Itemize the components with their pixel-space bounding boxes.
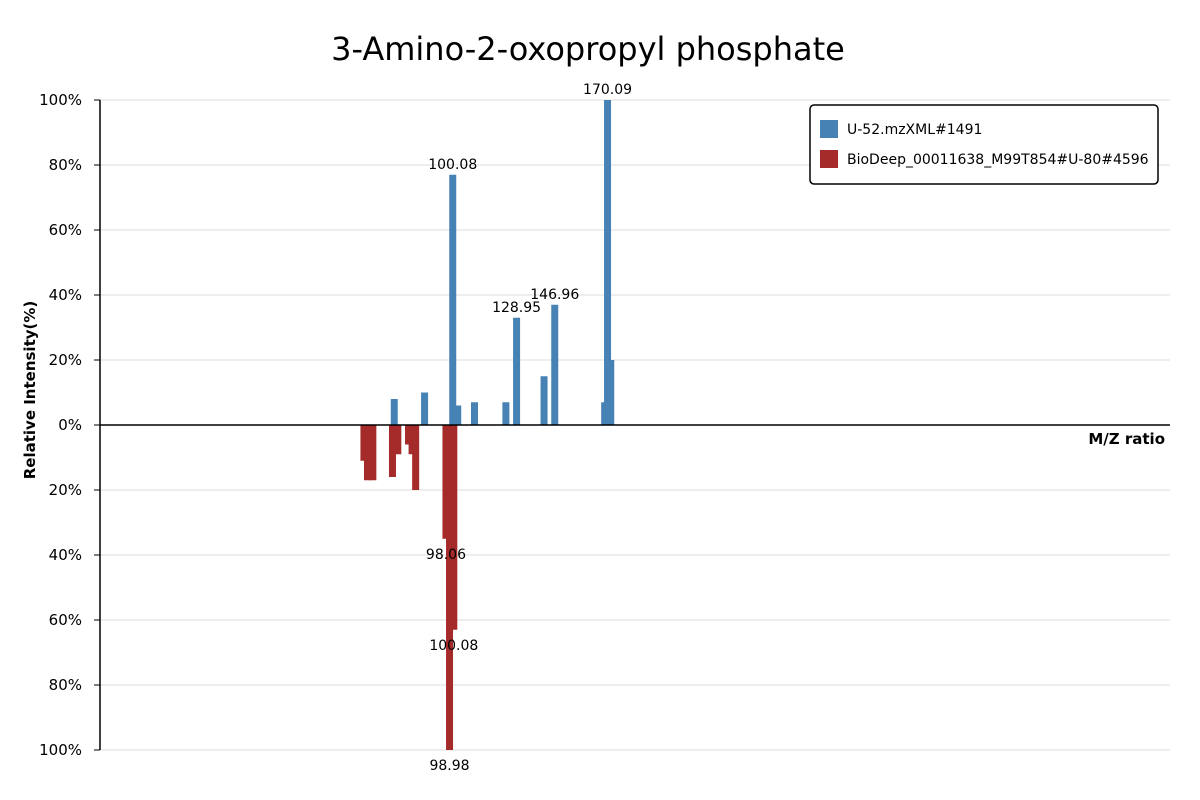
legend-swatch-reference xyxy=(820,150,838,168)
y-tick-label: 100% xyxy=(39,741,82,759)
y-tick-label: 80% xyxy=(49,676,82,694)
legend: U-52.mzXML#1491 BioDeep_00011638_M99T854… xyxy=(809,104,1159,185)
peak-label: 98.98 xyxy=(429,758,469,774)
y-tick-label: 60% xyxy=(49,611,82,629)
y-tick-label: 20% xyxy=(49,351,82,369)
reference-peak-bar xyxy=(369,425,377,481)
x-axis-label: M/Z ratio xyxy=(1088,430,1165,448)
y-tick-label: 40% xyxy=(49,286,82,304)
y-tick-label: 60% xyxy=(49,221,82,239)
peak-label: 100.08 xyxy=(429,638,478,654)
query-peak-bar xyxy=(454,405,462,425)
legend-box xyxy=(809,104,1159,185)
query-peak-bar xyxy=(449,174,457,425)
reference-peak-bar xyxy=(394,425,402,455)
reference-peak-bar xyxy=(446,425,454,750)
y-tick-label: 80% xyxy=(49,156,82,174)
query-peak-bar xyxy=(513,317,521,425)
reference-peak-bar xyxy=(360,425,368,461)
query-peak-bar xyxy=(471,402,478,425)
y-tick-labels: 100% 80% 60% 40% 20% 0% 20% 40% 60% 80% 100% xyxy=(39,91,100,759)
peak-label: 98.06 xyxy=(426,547,466,563)
peak-label: 128.95 xyxy=(492,300,541,316)
axes xyxy=(99,100,1170,750)
reference-peak-bar xyxy=(412,425,420,490)
legend-label-query: U-52.mzXML#1491 xyxy=(847,122,982,138)
peak-label: 170.09 xyxy=(583,82,632,98)
reference-peak-bar xyxy=(364,425,371,481)
reference-peak-bar xyxy=(405,425,413,445)
query-peak-bar xyxy=(551,304,559,425)
query-peak-bar xyxy=(390,399,398,425)
query-peak-bar xyxy=(421,392,429,425)
query-peak-bar xyxy=(604,100,612,425)
chart-title: 3-Amino-2-oxopropyl phosphate xyxy=(331,30,845,68)
query-peak-bar xyxy=(502,402,510,425)
query-spectrum-bars xyxy=(390,100,615,425)
y-tick-label: 0% xyxy=(58,416,82,434)
reference-spectrum-bars xyxy=(360,425,458,750)
peak-label: 146.96 xyxy=(530,287,579,303)
reference-peak-bar xyxy=(442,425,450,539)
reference-peak-bar xyxy=(450,425,458,630)
y-tick-label: 20% xyxy=(49,481,82,499)
y-tick-label: 40% xyxy=(49,546,82,564)
query-peak-bar xyxy=(607,360,615,425)
query-peak-bar xyxy=(540,376,548,425)
reference-peak-bar xyxy=(408,425,416,455)
y-tick-label: 100% xyxy=(39,91,82,109)
reference-peak-bar xyxy=(388,425,396,477)
y-axis-label: Relative Intensity(%) xyxy=(21,301,39,480)
peak-label: 100.08 xyxy=(428,157,477,173)
legend-swatch-query xyxy=(820,120,838,138)
legend-label-reference: BioDeep_00011638_M99T854#U-80#4596 xyxy=(847,152,1149,168)
